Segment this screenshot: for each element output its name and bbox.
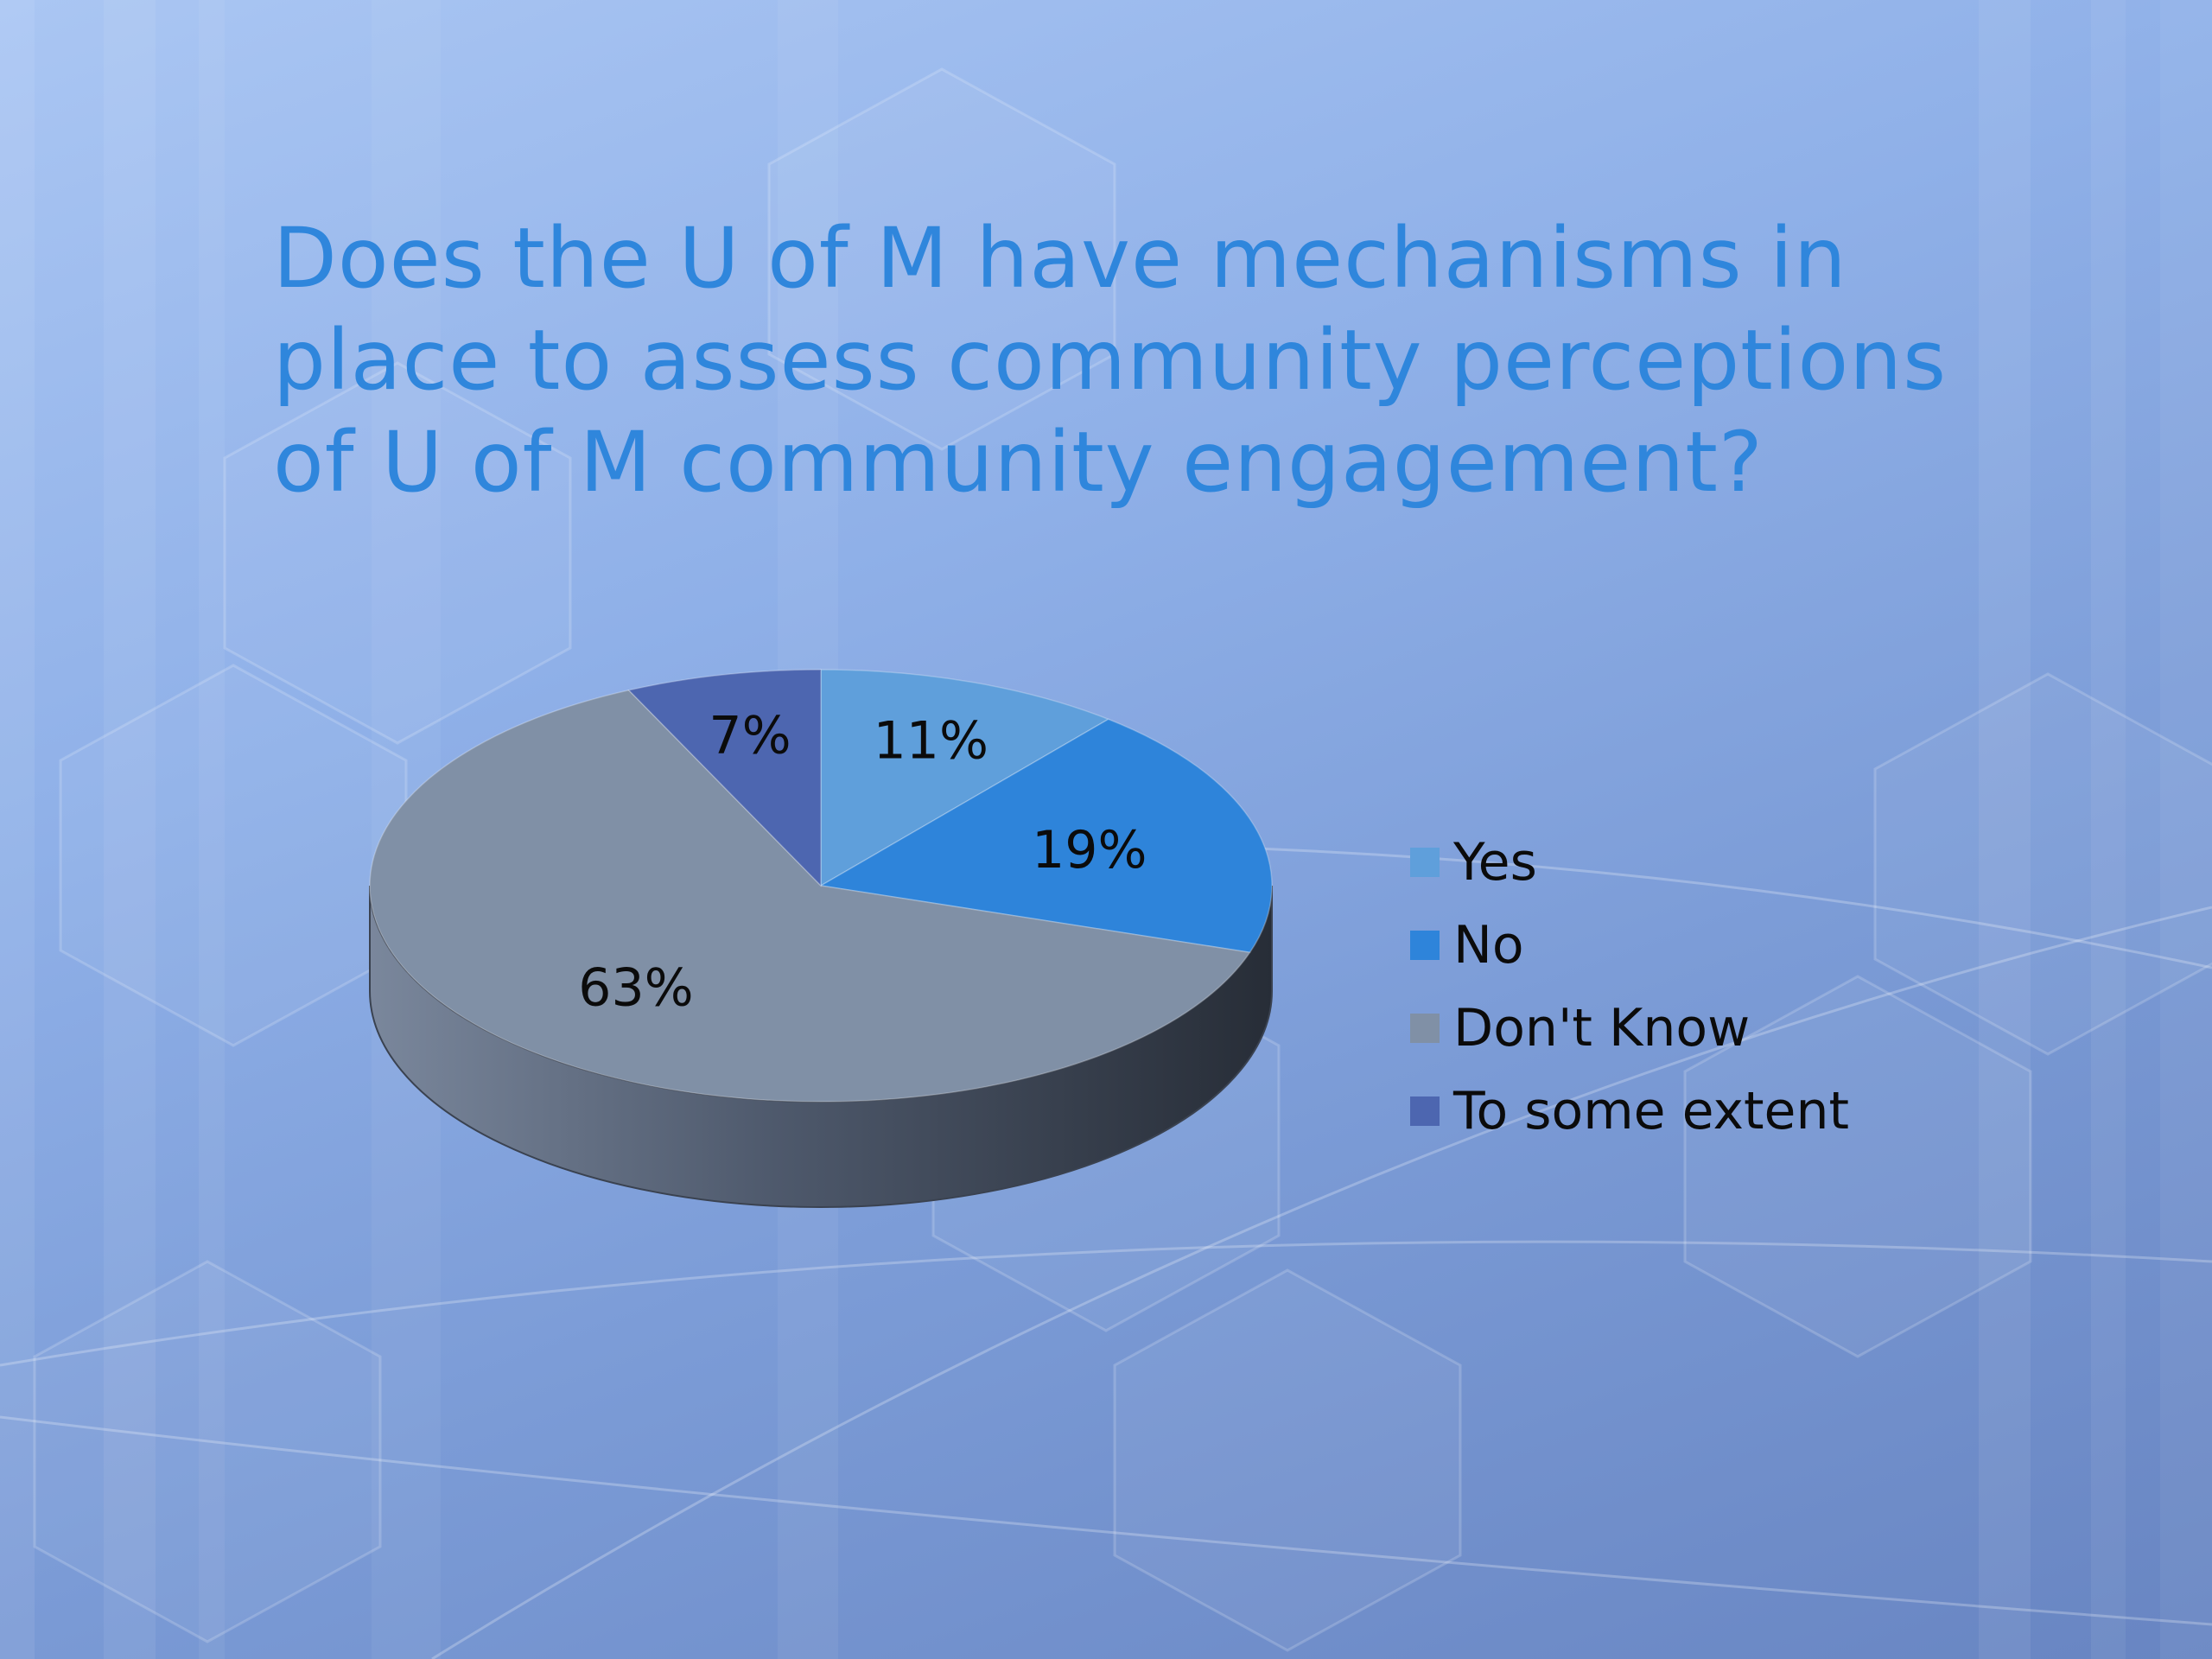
legend-item-to-some-extent: To some extent <box>1410 1070 1849 1153</box>
legend-label: No <box>1453 915 1524 976</box>
legend-item-no: No <box>1410 904 1849 987</box>
legend-item-yes: Yes <box>1410 821 1849 904</box>
legend-swatch <box>1410 931 1440 960</box>
pie-slice-no <box>818 718 1273 954</box>
legend-label: Yes <box>1453 832 1537 893</box>
legend-swatch <box>1410 848 1440 877</box>
legend-item-don-t-know: Don't Know <box>1410 987 1849 1070</box>
legend-label: Don't Know <box>1453 998 1751 1058</box>
legend-label: To some extent <box>1453 1081 1849 1141</box>
pie-top <box>369 669 1273 1103</box>
pie-slice-to-some-extent <box>627 669 822 887</box>
pie-labels: 11% 19% 63% 7% <box>578 705 1147 1018</box>
pie-slice-yes <box>820 669 1110 887</box>
pie-slice-don-t-know <box>369 689 1251 1103</box>
legend-swatch <box>1410 1014 1440 1043</box>
data-label-to-some-extent: 7% <box>709 705 791 766</box>
slide-title: Does the U of M have mechanisms in place… <box>273 210 1948 511</box>
legend-swatch <box>1410 1096 1440 1126</box>
data-label-no: 19% <box>1032 820 1147 880</box>
legend: Yes No Don't Know To some extent <box>1410 821 1849 1153</box>
data-label-don-t-know: 63% <box>578 957 693 1018</box>
data-label-yes: 11% <box>874 711 988 772</box>
